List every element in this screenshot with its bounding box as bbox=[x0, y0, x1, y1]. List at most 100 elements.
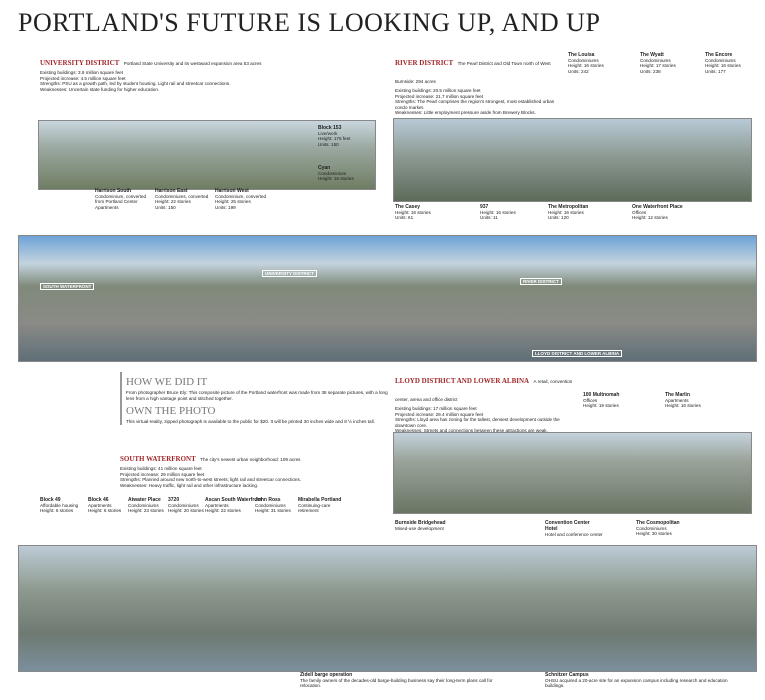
intro: The city's newest urban neighborhood: 10… bbox=[200, 457, 301, 462]
building-detail: Height: 6 stories bbox=[40, 508, 74, 514]
caption-name: Zidell barge operation bbox=[300, 672, 353, 678]
title: PORTLAND'S FUTURE IS LOOKING UP, AND UP bbox=[18, 8, 601, 37]
building-detail: Height: 16 stories bbox=[568, 63, 604, 69]
building-label: 100 Multnomah Offices Height: 19 stories bbox=[583, 392, 641, 409]
lines: Existing buildings: 3.9 million square f… bbox=[40, 70, 375, 92]
heading: SOUTH WATERFRONT bbox=[120, 455, 196, 463]
text: This virtual-reality, zipped photograph … bbox=[126, 419, 375, 425]
photo bbox=[18, 545, 757, 672]
south-block: SOUTH WATERFRONT The city's newest urban… bbox=[120, 448, 385, 488]
photo bbox=[393, 432, 752, 514]
building-name: The Metropolitan bbox=[548, 204, 589, 210]
building-detail: from Portland Center bbox=[95, 199, 138, 205]
university-block: UNIVERSITY DISTRICT Portland State Unive… bbox=[40, 52, 375, 92]
building-label: Harrison South Condominium, converted from… bbox=[95, 188, 153, 210]
building-name: Harrison West bbox=[215, 188, 249, 194]
building-name: 100 Multnomah bbox=[583, 392, 620, 398]
building-detail: Condominium, converted bbox=[215, 194, 267, 199]
building-label: The Encore Condominiums Height: 16 stories… bbox=[705, 52, 763, 74]
text: From photographer Bruce Ely: This compos… bbox=[126, 390, 388, 401]
building-detail: Affordable housing bbox=[40, 503, 79, 508]
building-name: Burnside Bridgehead bbox=[395, 520, 446, 526]
building-label: The Marlin Apartments Height: 16 stories bbox=[665, 392, 723, 409]
building-label: Atwater Place Condominiums Height: 23 stor… bbox=[128, 497, 186, 514]
pano-label: SOUTH WATERFRONT bbox=[40, 283, 95, 290]
building-detail: Condominiums, converted bbox=[155, 194, 209, 199]
building-name: The Louisa bbox=[568, 52, 595, 58]
heading: HOW WE DID IT bbox=[126, 376, 208, 388]
building-label: Harrison East Condominiums, converted Heig… bbox=[155, 188, 213, 210]
building-label: Harrison West Condominium, converted Heigh… bbox=[215, 188, 273, 210]
building-detail: Live/work bbox=[318, 131, 338, 136]
intro: A retail, convention center, arena and o… bbox=[395, 379, 573, 402]
building-detail: Condominiums bbox=[568, 58, 599, 63]
caption: Zidell barge operation The family owners … bbox=[300, 672, 500, 689]
heading: OWN THE PHOTO bbox=[126, 405, 216, 418]
building-label: Convention Center Hotel Hotel and confere… bbox=[545, 520, 603, 537]
pano-label: UNIVERSITY DISTRICT bbox=[262, 270, 317, 277]
building-detail: Condominiums bbox=[636, 526, 667, 531]
building-name: Mirabella Portland bbox=[298, 497, 342, 503]
fact: Weaknesses: Streets and connections betw… bbox=[395, 428, 548, 434]
building-name: Cyan bbox=[318, 165, 331, 171]
fact: Strengths: Lloyd area has zoning for the… bbox=[395, 417, 560, 428]
fact: Projected increase: 4.5 million square f… bbox=[40, 75, 126, 81]
building-detail: Units: 150 bbox=[318, 141, 339, 147]
building-label: Block 153 Live/work Height: 175 feet Units:… bbox=[318, 125, 376, 147]
building-detail: Condominiums bbox=[255, 503, 286, 508]
building-detail: Condominium, converted bbox=[95, 194, 147, 199]
fact: Strengths: Planned around new north-to-w… bbox=[120, 477, 302, 483]
building-label: 937 Height: 16 stories Units: 11 bbox=[480, 204, 538, 221]
caption-text: OHSU acquired a 20-acre site for an expa… bbox=[545, 678, 728, 689]
photo bbox=[38, 120, 376, 190]
heading: LLOYD DISTRICT AND LOWER ALBINA bbox=[395, 377, 530, 385]
building-detail: Height: 30 stories bbox=[636, 531, 672, 537]
building-detail: Units: 11 bbox=[480, 215, 498, 221]
building-detail: Height: 16 stories bbox=[318, 176, 354, 182]
building-name: The Casey bbox=[395, 204, 421, 210]
building-label: The Wyatt Condominiums Height: 17 stories U… bbox=[640, 52, 698, 74]
building-label: John Ross Condominiums Height: 31 stories bbox=[255, 497, 313, 514]
building-detail: Condominiums bbox=[705, 58, 736, 63]
building-detail: Units: 120 bbox=[548, 215, 569, 221]
building-detail: Height: 22 stories bbox=[205, 508, 241, 514]
fact: Existing buildings: 41 million square fe… bbox=[120, 466, 202, 471]
building-detail: Offices bbox=[583, 398, 598, 403]
building-detail: Units: 61 bbox=[395, 215, 414, 221]
lines: Existing buildings: 20.5 million square … bbox=[395, 88, 560, 116]
building-detail: Height: 17 stories bbox=[640, 63, 676, 69]
building-detail: Units: 150 bbox=[155, 204, 176, 210]
building-name: Harrison South bbox=[95, 188, 132, 194]
building-detail: Height: 16 stories bbox=[548, 210, 584, 215]
building-name: The Encore bbox=[705, 52, 733, 58]
building-label: One Waterfront Place Offices Height: 12 st… bbox=[632, 204, 690, 221]
building-label: Block 49 Affordable housing Height: 6 stor… bbox=[40, 497, 98, 514]
building-name: Atwater Place bbox=[128, 497, 161, 503]
building-detail: Apartments bbox=[88, 503, 112, 508]
building-label: Ascan South Waterfront Apartments Height: … bbox=[205, 497, 263, 514]
fact: Existing buildings: 3.9 million square f… bbox=[40, 70, 123, 75]
building-name: The Marlin bbox=[665, 392, 691, 398]
building-detail: Apartments bbox=[205, 503, 229, 508]
building-detail: Apartments bbox=[665, 398, 689, 403]
pano-label: RIVER DISTRICT bbox=[520, 278, 562, 285]
building-name: Harrison East bbox=[155, 188, 188, 194]
building-name: John Ross bbox=[255, 497, 281, 503]
fact: Projected increase: 29 million square fe… bbox=[120, 471, 205, 477]
building-label: Block 46 Apartments Height: 6 stories bbox=[88, 497, 146, 514]
building-detail: Height: 12 stories bbox=[632, 215, 668, 221]
lines: Existing buildings: 41 million square fe… bbox=[120, 466, 385, 488]
building-detail: Height: 23 stories bbox=[128, 508, 164, 514]
building-name: One Waterfront Place bbox=[632, 204, 683, 210]
lloyd-block: LLOYD DISTRICT AND LOWER ALBINA A retail… bbox=[395, 370, 580, 434]
building-detail: Hotel and conference center bbox=[545, 532, 603, 537]
building-label: The Metropolitan Height: 16 stories Units:… bbox=[548, 204, 606, 221]
fact: Projected increase: 21.7 million square … bbox=[395, 93, 484, 99]
building-label: The Casey Height: 16 stories Units: 61 bbox=[395, 204, 453, 221]
building-detail: Height: 16 stories bbox=[480, 210, 516, 215]
panorama bbox=[18, 235, 757, 362]
building-detail: Height: 19 stories bbox=[583, 403, 619, 409]
intro: Portland State University and its westwa… bbox=[123, 61, 262, 66]
building-name: The Wyatt bbox=[640, 52, 664, 58]
fact: Weaknesses: Heavy traffic, light rail an… bbox=[120, 482, 259, 488]
